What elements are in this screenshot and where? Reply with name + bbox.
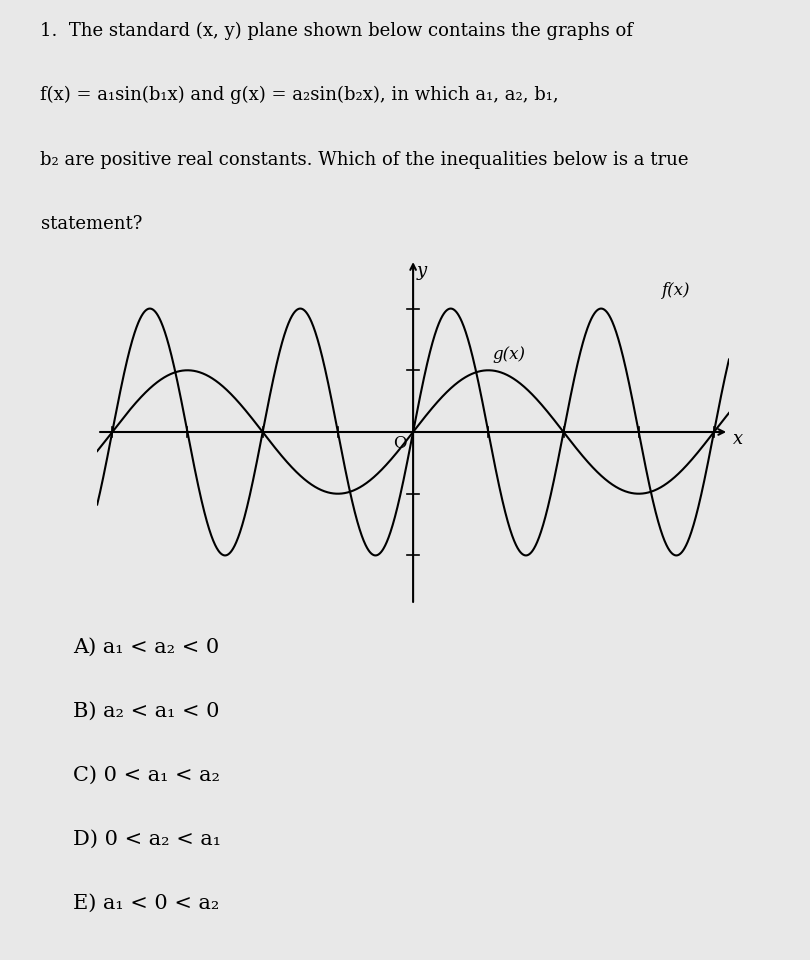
Text: E) a₁ < 0 < a₂: E) a₁ < 0 < a₂ bbox=[73, 894, 220, 913]
Text: O: O bbox=[393, 435, 407, 451]
Text: D) 0 < a₂ < a₁: D) 0 < a₂ < a₁ bbox=[73, 829, 221, 849]
Text: f(x) = a₁sin(b₁x) and g(x) = a₂sin(b₂x), in which a₁, a₂, b₁,: f(x) = a₁sin(b₁x) and g(x) = a₂sin(b₂x),… bbox=[40, 86, 559, 105]
Text: x: x bbox=[733, 430, 743, 448]
Text: 1.  The standard (x, y) plane shown below contains the graphs of: 1. The standard (x, y) plane shown below… bbox=[40, 21, 633, 39]
Text: A) a₁ < a₂ < 0: A) a₁ < a₂ < 0 bbox=[73, 638, 220, 657]
Text: y: y bbox=[417, 262, 427, 280]
Text: C) 0 < a₁ < a₂: C) 0 < a₁ < a₂ bbox=[73, 766, 220, 784]
Text: b₂ are positive real constants. Which of the inequalities below is a true: b₂ are positive real constants. Which of… bbox=[40, 151, 689, 169]
Text: g(x): g(x) bbox=[492, 347, 525, 363]
Text: statement?: statement? bbox=[40, 215, 142, 233]
Text: B) a₂ < a₁ < 0: B) a₂ < a₁ < 0 bbox=[73, 702, 220, 721]
Text: f(x): f(x) bbox=[661, 281, 690, 299]
